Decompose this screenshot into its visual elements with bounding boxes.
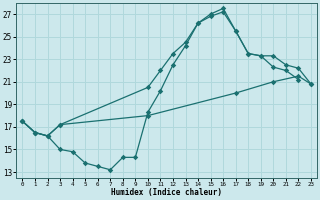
X-axis label: Humidex (Indice chaleur): Humidex (Indice chaleur) [111,188,222,197]
